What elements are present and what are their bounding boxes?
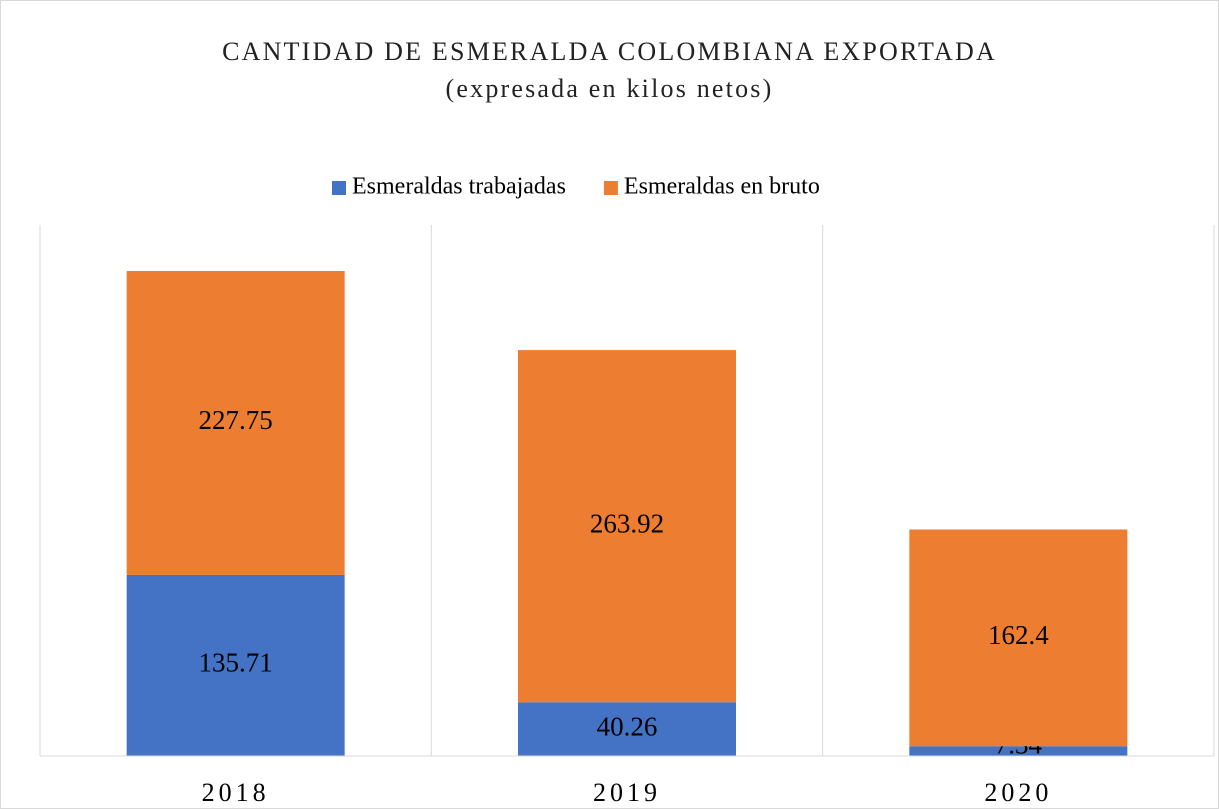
data-label: 227.75 [199,405,273,435]
x-tick-label: 2020 [984,778,1052,807]
data-label: 40.26 [597,711,658,741]
chart-title: CANTIDAD DE ESMERALDA COLOMBIANA EXPORTA… [222,37,997,66]
legend-label: Esmeraldas trabajadas [352,174,566,200]
bar-segment [518,702,736,756]
legend-swatch [603,181,618,195]
x-tick-label: 2018 [202,778,270,807]
legend-swatch [332,181,346,195]
chart-subtitle: (expresada en kilos netos) [445,74,774,103]
data-label: 263.92 [590,508,664,538]
legend-label: Esmeraldas en bruto [624,174,820,200]
x-tick-label: 2019 [593,778,661,807]
bar-segment [518,350,736,703]
titles: CANTIDAD DE ESMERALDA COLOMBIANA EXPORTA… [0,34,1219,108]
bar-segment [909,746,1128,756]
bar-segment [126,574,345,756]
data-label: 162.4 [988,620,1049,650]
data-label: 135.71 [199,648,273,678]
bar-segment [909,529,1128,747]
bar-segment [126,271,345,575]
